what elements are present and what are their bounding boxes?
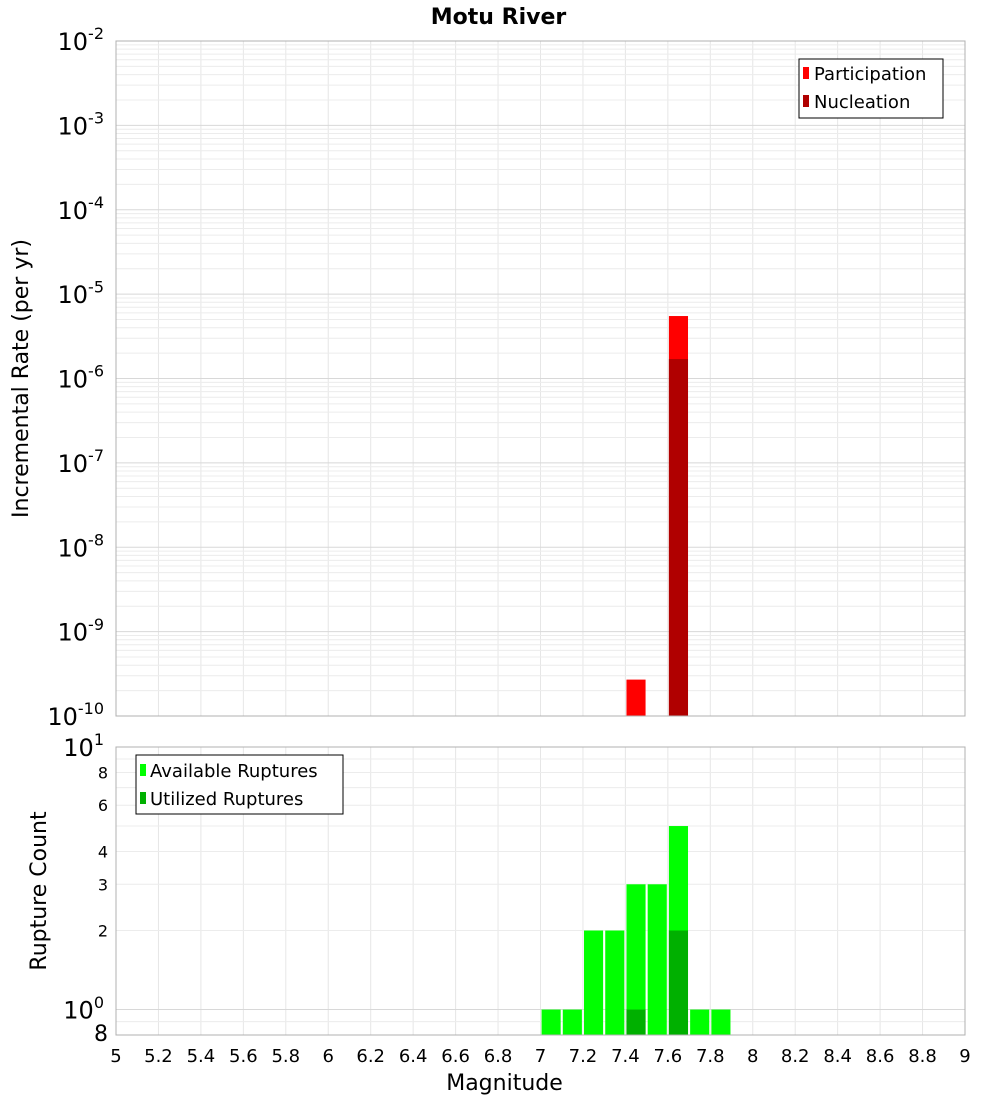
count-bar-available — [690, 1009, 710, 1035]
rate-legend-swatch-nucleation — [803, 95, 809, 107]
xtick-label: 6.4 — [399, 1046, 428, 1067]
rate-ytick-label: 10-10 — [47, 699, 104, 731]
count-ytick-label: 3 — [98, 875, 108, 894]
rate-ytick-label: 10-3 — [58, 109, 105, 141]
count-bar-utilized — [626, 1009, 646, 1035]
rate-ylabel: Incremental Rate (per yr) — [9, 239, 34, 518]
count-bar-available — [605, 930, 625, 1035]
rate-ytick-label: 10-4 — [58, 193, 105, 225]
count-legend-label: Available Ruptures — [150, 761, 318, 782]
count-ytick-label: 2 — [98, 922, 108, 941]
xtick-label: 5.8 — [271, 1046, 300, 1067]
count-legend-swatch-utilized — [140, 792, 146, 804]
count-bar-utilized — [668, 930, 689, 1035]
xtick-label: 5.2 — [144, 1046, 173, 1067]
rate-ytick-label: 10-2 — [58, 24, 105, 56]
rate-bar-nucleation — [668, 359, 689, 716]
count-ytick-label: 4 — [98, 842, 108, 861]
count-legend-label: Utilized Ruptures — [150, 789, 303, 810]
count-plot-border — [115, 746, 966, 1036]
xtick-label: 8.4 — [823, 1046, 852, 1067]
count-legend-swatch-available — [140, 764, 146, 776]
chart-title: Motu River — [431, 5, 567, 30]
count-bar-available — [541, 1009, 561, 1035]
count-ytick-label: 101 — [63, 730, 104, 762]
count-xlabel: Magnitude — [446, 1071, 563, 1096]
xtick-label: 9 — [959, 1046, 970, 1067]
xtick-label: 8.2 — [781, 1046, 810, 1067]
xtick-label: 5 — [110, 1046, 121, 1067]
count-ytick-label: 100 — [63, 993, 104, 1025]
count-ytick-label: 6 — [98, 796, 108, 815]
count-bar-available — [584, 930, 604, 1035]
count-ytick-label: 8 — [98, 763, 108, 782]
count-ytick-label: 8 — [94, 1022, 108, 1047]
xtick-label: 5.4 — [187, 1046, 216, 1067]
xtick-label: 6 — [323, 1046, 334, 1067]
xtick-label: 7.2 — [569, 1046, 598, 1067]
rate-ytick-label: 10-6 — [58, 362, 105, 394]
rate-ytick-label: 10-5 — [58, 277, 105, 309]
xtick-label: 8.8 — [908, 1046, 937, 1067]
xtick-label: 8 — [747, 1046, 758, 1067]
xtick-label: 7 — [535, 1046, 546, 1067]
rate-ytick-label: 10-9 — [58, 615, 105, 647]
rate-legend-swatch-participation — [803, 67, 809, 79]
xtick-label: 7.4 — [611, 1046, 640, 1067]
rate-legend-label: Nucleation — [814, 92, 910, 113]
rate-ytick-label: 10-8 — [58, 530, 105, 562]
count-grid — [115, 747, 966, 1035]
rate-plot-border — [115, 40, 966, 717]
rate-grid — [115, 41, 966, 717]
xtick-label: 6.6 — [441, 1046, 470, 1067]
xtick-label: 7.6 — [654, 1046, 683, 1067]
xtick-label: 6.2 — [356, 1046, 385, 1067]
rate-ytick-label: 10-7 — [58, 446, 105, 478]
xtick-label: 8.6 — [866, 1046, 895, 1067]
count-bar-available — [562, 1009, 582, 1035]
rate-bar-participation — [626, 679, 646, 716]
xtick-label: 6.8 — [484, 1046, 513, 1067]
rate-legend-label: Participation — [814, 64, 926, 85]
count-bar-available — [711, 1009, 731, 1035]
count-bar-available — [626, 884, 646, 1035]
count-ylabel: Rupture Count — [27, 811, 52, 971]
xtick-label: 5.6 — [229, 1046, 258, 1067]
xtick-label: 7.8 — [696, 1046, 725, 1067]
count-bar-available — [647, 884, 667, 1035]
rate-legend — [798, 58, 944, 119]
count-legend — [135, 754, 344, 815]
